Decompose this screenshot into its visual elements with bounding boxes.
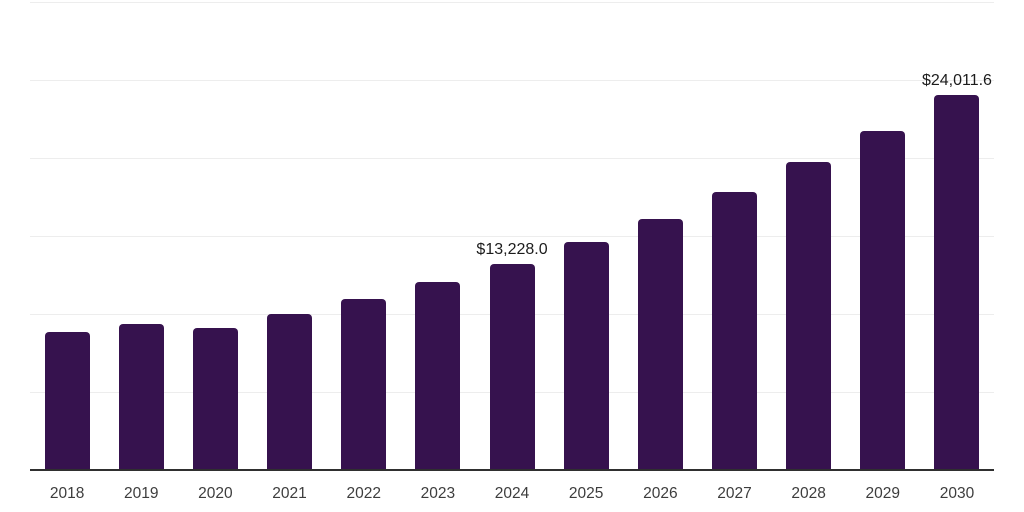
- x-tick-2030: 2030: [939, 485, 975, 502]
- x-tick-2028: 2028: [791, 485, 826, 502]
- gridline-25000: [30, 80, 994, 81]
- x-tick-2023: 2023: [420, 485, 456, 502]
- data-label-2030: $24,011.6: [921, 72, 992, 90]
- bar-group-2020: [178, 2, 252, 470]
- x-tick-2029: 2029: [865, 485, 901, 502]
- x-tick-2022: 2022: [346, 485, 381, 502]
- x-tick-2027: 2027: [717, 485, 752, 502]
- x-axis-labels: 2018 2019 2020 2021 2022 2023 2024 2025 2026 2027…: [30, 485, 994, 502]
- x-tick-2020: 2020: [198, 485, 233, 502]
- bar-group-2026: [623, 2, 697, 470]
- x-tick-2021: 2021: [272, 485, 307, 502]
- gridline-30000: [30, 2, 994, 3]
- bar-2024: [489, 263, 535, 470]
- x-tick-2019: 2019: [123, 485, 159, 502]
- x-axis-line: [30, 469, 994, 471]
- bar-2030: [934, 95, 980, 470]
- bar-2029: [860, 131, 906, 470]
- gridline-20000: [30, 158, 994, 159]
- gridline-15000: [30, 236, 994, 237]
- bar-2020: [192, 328, 238, 470]
- bar-2019: [118, 324, 164, 470]
- x-tick-2026: 2026: [643, 485, 678, 502]
- bar-2022: [341, 299, 387, 470]
- data-label-2024: $13,228.0: [476, 240, 548, 258]
- bar-group-2028: [772, 2, 846, 470]
- bar-group-2025: [549, 2, 623, 470]
- bars-row: $13,228.0 $24,011.6: [30, 2, 994, 470]
- bar-group-2021: [252, 2, 326, 470]
- bar-group-2030: $24,011.6: [920, 2, 994, 470]
- bar-group-2027: [697, 2, 771, 470]
- bar-group-2024: $13,228.0: [475, 2, 549, 470]
- bar-2026: [637, 218, 683, 470]
- x-tick-2025: 2025: [568, 485, 604, 502]
- x-tick-2024: 2024: [494, 485, 530, 502]
- plot-area: $13,228.0 $24,011.6: [30, 2, 994, 470]
- bar-2027: [711, 192, 757, 470]
- bar-group-2023: [401, 2, 475, 470]
- bar-2028: [786, 162, 832, 470]
- bar-2023: [415, 282, 461, 470]
- bar-2025: [563, 242, 609, 470]
- bar-group-2029: [846, 2, 920, 470]
- bar-group-2018: [30, 2, 104, 470]
- bar-group-2019: [104, 2, 178, 470]
- bar-2021: [267, 314, 313, 470]
- bar-group-2022: [327, 2, 401, 470]
- x-tick-2018: 2018: [49, 485, 85, 502]
- bar-2018: [44, 331, 90, 470]
